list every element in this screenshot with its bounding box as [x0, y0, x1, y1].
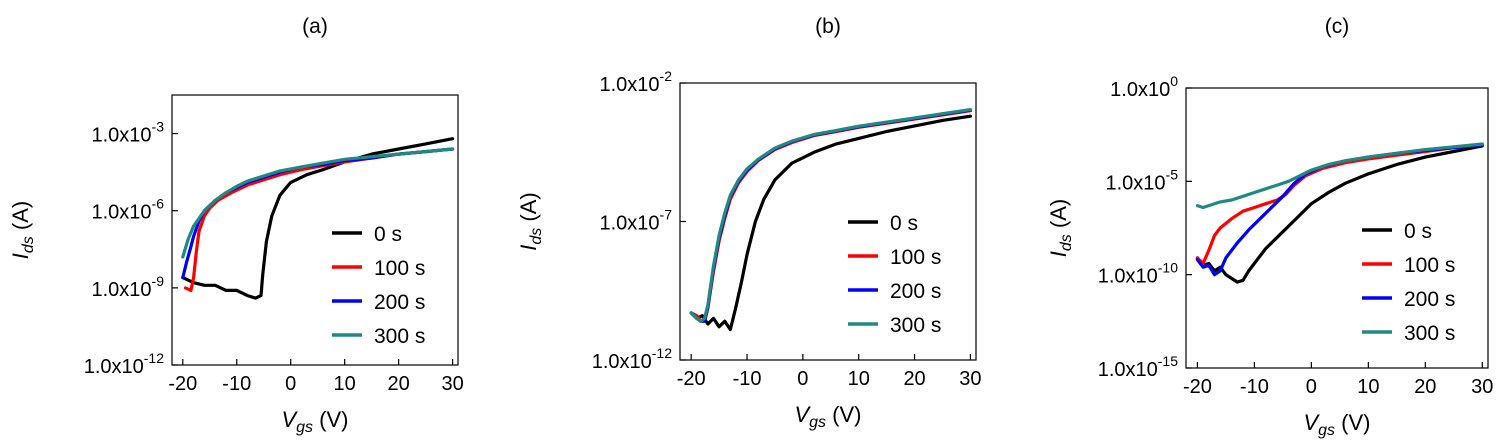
- x-axis-title: Vgs (V): [1303, 410, 1370, 439]
- x-tick-label: 0: [285, 373, 296, 395]
- y-axis-title: Ids (A): [1046, 199, 1075, 257]
- panel-1: (b) -20 -10 0 10 20 30 1.0x10-12 1.0x10-7 1.0x10-…: [516, 15, 982, 431]
- legend-label: 100 s: [1404, 254, 1455, 277]
- y-tick-label: 1.0x10-7: [599, 207, 672, 235]
- y-tick-label: 1.0x10-2: [599, 68, 672, 96]
- x-tick-label: 10: [1357, 376, 1379, 398]
- y-tick-label: 1.0x100: [1110, 73, 1178, 101]
- plot-frame: [171, 94, 459, 366]
- legend-label: 200 s: [374, 291, 425, 314]
- series-line-3: [181, 147, 455, 259]
- x-tick-label: -10: [733, 368, 762, 390]
- legend-label: 300 s: [1404, 322, 1455, 345]
- series-line-3: [1195, 142, 1484, 210]
- x-tick-label: -20: [677, 368, 706, 390]
- legend-label: 100 s: [890, 246, 941, 269]
- y-tick-label: 1.0x10-12: [84, 350, 165, 378]
- x-axis-title: Vgs (V): [794, 402, 861, 431]
- panel-label: (b): [815, 15, 841, 38]
- x-tick-label: 30: [441, 373, 463, 395]
- y-tick-label: 1.0x10-9: [91, 273, 164, 301]
- x-tick-label: 20: [388, 373, 410, 395]
- legend-label: 200 s: [1404, 288, 1455, 311]
- x-tick-label: 10: [848, 368, 870, 390]
- panel-label: (a): [302, 15, 328, 38]
- series-line-3: [689, 107, 973, 323]
- legend-label: 100 s: [374, 257, 425, 280]
- y-tick-label: 1.0x10-6: [91, 196, 164, 224]
- series-line-0: [1195, 144, 1484, 284]
- y-tick-label: 1.0x10-3: [91, 119, 164, 147]
- x-tick-label: 30: [959, 368, 981, 390]
- x-tick-label: -20: [168, 373, 197, 395]
- y-axis-title: Ids (A): [8, 201, 37, 259]
- panel-label: (c): [1325, 15, 1350, 38]
- panel-0: (a) -20 -10 0 10 20 30 1.0x10-12 1.0x10-9 1.0x10-…: [8, 15, 464, 436]
- legend-label: 300 s: [890, 314, 941, 337]
- y-tick-label: 1.0x10-15: [1098, 353, 1179, 381]
- series-line-0: [689, 114, 973, 332]
- x-tick-label: 0: [797, 368, 808, 390]
- x-tick-label: 20: [1414, 376, 1436, 398]
- x-tick-label: -10: [222, 373, 251, 395]
- y-tick-label: 1.0x10-5: [1105, 166, 1178, 194]
- x-tick-label: 20: [903, 368, 925, 390]
- y-tick-label: 1.0x10-12: [592, 345, 673, 373]
- x-tick-label: -10: [1240, 376, 1269, 398]
- legend-label: 0 s: [374, 223, 402, 246]
- x-tick-label: 0: [1306, 376, 1317, 398]
- series-group: [689, 107, 973, 332]
- plot-frame: [1185, 87, 1489, 369]
- y-axis-title: Ids (A): [516, 192, 545, 250]
- y-tick-label: 1.0x10-10: [1098, 260, 1179, 288]
- legend-label: 0 s: [1404, 220, 1432, 243]
- series-group: [1195, 142, 1484, 284]
- x-tick-label: 30: [1471, 376, 1493, 398]
- x-tick-label: -20: [1183, 376, 1212, 398]
- legend-label: 300 s: [374, 325, 425, 348]
- x-axis-title: Vgs (V): [281, 407, 348, 436]
- legend-label: 0 s: [890, 212, 918, 235]
- series-group: [181, 137, 455, 300]
- legend-label: 200 s: [890, 280, 941, 303]
- x-tick-label: 10: [334, 373, 356, 395]
- panel-2: (c) -20 -10 0 10 20 30 1.0x10-15 1.0x10-10 1.0x10…: [1046, 15, 1493, 439]
